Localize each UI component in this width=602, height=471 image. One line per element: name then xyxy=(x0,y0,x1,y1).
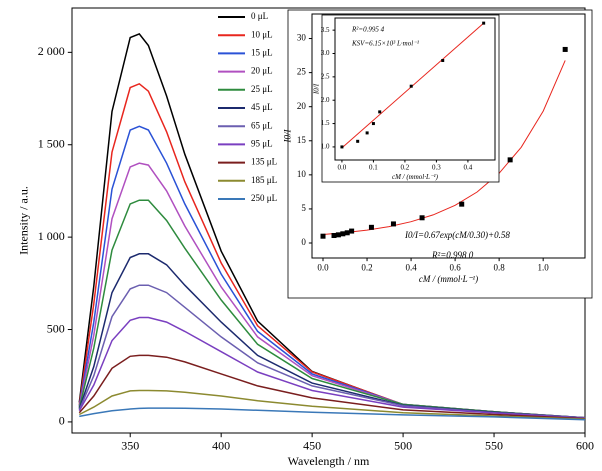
legend-label: 20 μL xyxy=(251,66,273,76)
y-tick-label: 1 500 xyxy=(38,136,65,150)
y-axis-label: I0/I xyxy=(312,83,320,95)
y-tick-label: 2.5 xyxy=(321,72,330,80)
y-tick-label: 500 xyxy=(47,321,65,335)
data-point xyxy=(507,157,513,163)
plot-frame xyxy=(311,13,586,259)
x-tick-label: 450 xyxy=(303,439,321,453)
y-tick-label: 20 xyxy=(297,101,307,111)
x-tick-label: 0.6 xyxy=(449,262,461,272)
data-point xyxy=(562,46,568,52)
data-point xyxy=(371,122,375,126)
y-tick-label: 0 xyxy=(301,237,306,247)
spectrum-line xyxy=(78,253,586,419)
data-point xyxy=(344,230,350,236)
data-point xyxy=(441,59,445,63)
legend-label: 0 μL xyxy=(251,11,268,21)
x-tick-label: 1.0 xyxy=(538,262,550,272)
legend-label: 185 μL xyxy=(251,175,277,185)
x-axis-label: cM / (mmol·L⁻¹) xyxy=(392,173,439,181)
plot-frame xyxy=(334,17,496,161)
x-tick-label: 0.0 xyxy=(338,164,347,172)
y-tick-label: 15 xyxy=(297,135,307,145)
x-axis-label: Wavelength / nm xyxy=(288,454,370,468)
x-tick-label: 400 xyxy=(212,439,230,453)
y-tick-label: 25 xyxy=(297,67,307,77)
x-tick-label: 550 xyxy=(485,439,503,453)
x-tick-label: 0.3 xyxy=(432,164,441,172)
x-tick-label: 0.1 xyxy=(369,164,378,172)
legend-label: 15 μL xyxy=(251,47,273,57)
x-tick-label: 0.0 xyxy=(317,262,329,272)
spectrum-line xyxy=(78,354,586,420)
annotation: I0/I=0.67exp(cM/0.30)+0.58 xyxy=(404,230,510,240)
y-axis-label: Intensity / a.u. xyxy=(17,186,31,255)
y-tick-label: 2 000 xyxy=(38,44,65,58)
y-tick-label: 0 xyxy=(59,414,65,428)
legend-label: 10 μL xyxy=(251,29,273,39)
y-tick-label: 1 000 xyxy=(38,229,65,243)
y-tick-label: 1.0 xyxy=(321,143,330,151)
legend-label: 45 μL xyxy=(251,102,273,112)
x-tick-label: 0.4 xyxy=(405,262,417,272)
data-point xyxy=(320,233,326,239)
data-point xyxy=(419,215,425,221)
fit-line xyxy=(341,22,485,149)
x-tick-label: 350 xyxy=(121,439,139,453)
legend-label: 65 μL xyxy=(251,120,273,130)
legend-label: 135 μL xyxy=(251,157,277,167)
spectrum-line xyxy=(78,316,586,419)
spectrum-line xyxy=(78,284,586,419)
y-tick-label: 5 xyxy=(301,203,306,213)
spectrum-line xyxy=(79,407,586,421)
data-point xyxy=(349,228,355,234)
fit-line xyxy=(322,60,566,235)
x-tick-label: 500 xyxy=(394,439,412,453)
data-point xyxy=(390,221,396,227)
legend-label: 250 μL xyxy=(251,193,277,203)
annotation: R²=0.995 4 xyxy=(351,26,385,34)
annotation: KSV=6.15×10³ L·mol⁻¹ xyxy=(351,40,419,48)
data-point xyxy=(482,21,486,25)
data-point xyxy=(459,201,465,207)
spectrum-line xyxy=(78,389,586,420)
y-tick-label: 3.0 xyxy=(321,49,330,57)
x-tick-label: 0.2 xyxy=(361,262,372,272)
y-axis-label: I0/I xyxy=(283,129,293,144)
y-tick-label: 2.0 xyxy=(321,96,330,104)
y-tick-label: 3.5 xyxy=(321,26,330,34)
x-tick-label: 0.8 xyxy=(494,262,506,272)
x-tick-label: 0.2 xyxy=(401,164,410,172)
y-tick-label: 1.5 xyxy=(321,119,330,127)
data-point xyxy=(335,232,341,238)
data-point xyxy=(368,224,374,230)
x-tick-label: 0.4 xyxy=(464,164,473,172)
data-point xyxy=(409,84,413,88)
y-tick-label: 10 xyxy=(297,169,307,179)
x-axis-label: cM / (mmol·L⁻¹) xyxy=(419,274,478,284)
legend-label: 25 μL xyxy=(251,84,273,94)
inset-frame xyxy=(321,14,500,183)
annotation: R²=0.998 0 xyxy=(431,250,474,260)
legend-label: 95 μL xyxy=(251,138,273,148)
data-point xyxy=(340,145,344,149)
x-tick-label: 600 xyxy=(576,439,594,453)
data-point xyxy=(378,110,382,114)
data-point xyxy=(340,231,346,237)
data-point xyxy=(356,139,360,143)
spectrum-line xyxy=(78,199,586,419)
data-point xyxy=(365,131,369,135)
data-point xyxy=(331,233,337,239)
y-tick-label: 30 xyxy=(297,33,307,43)
